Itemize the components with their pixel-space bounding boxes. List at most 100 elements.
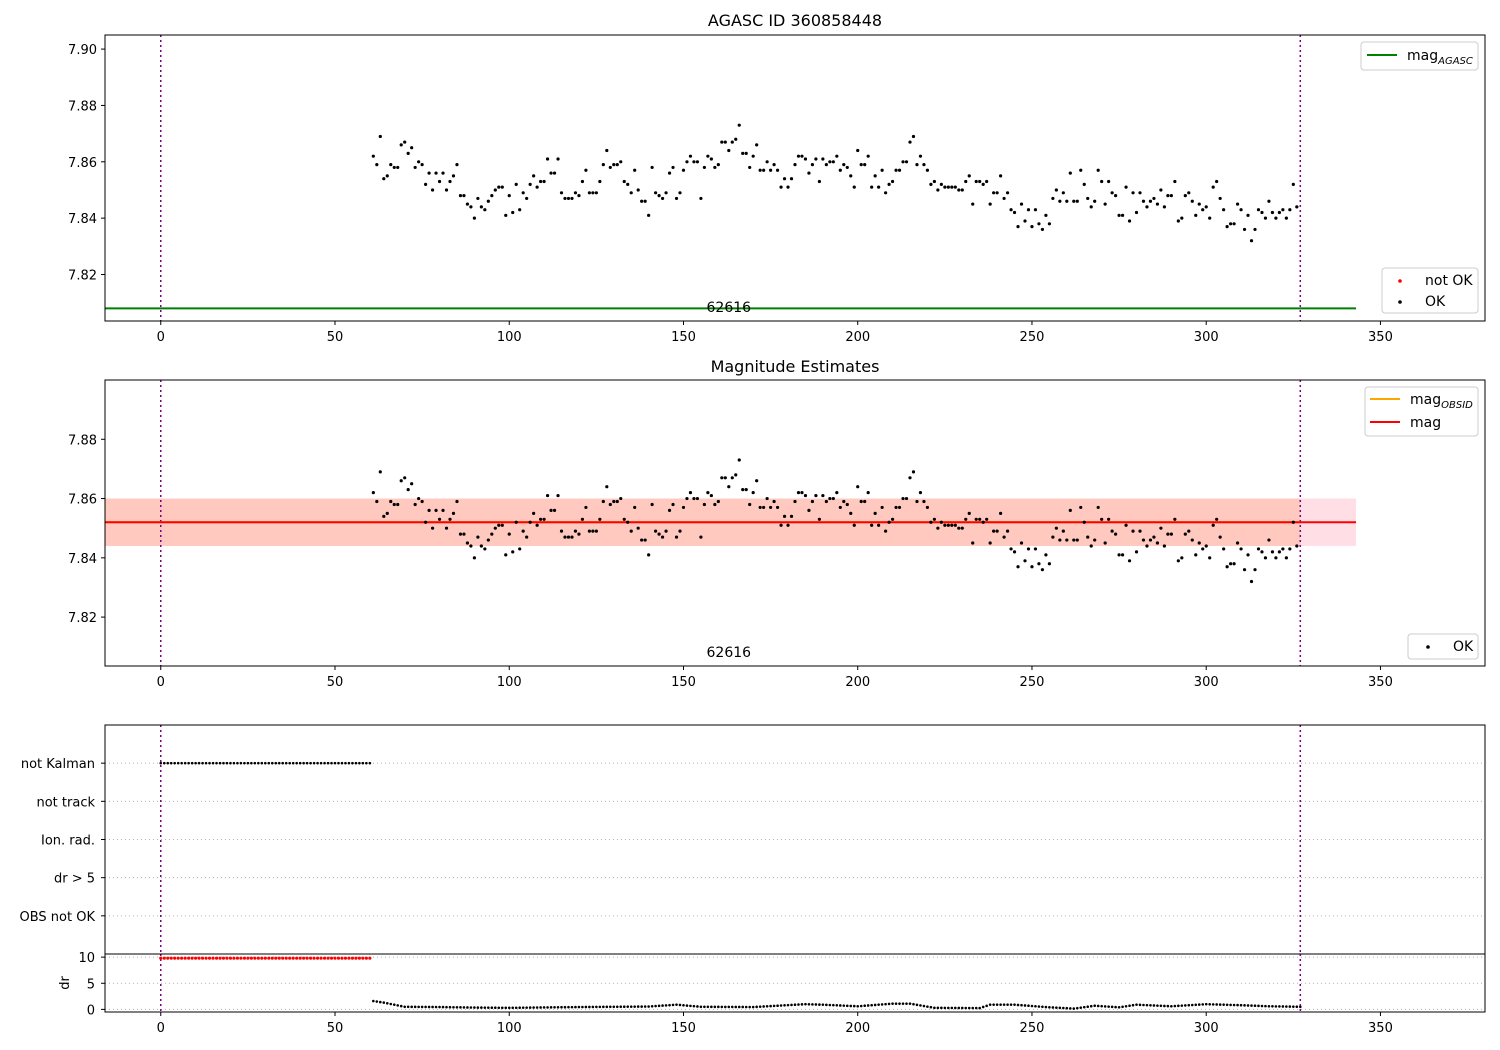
ok-point xyxy=(514,182,518,186)
ok-point xyxy=(751,491,755,495)
dr-point xyxy=(936,1006,940,1010)
dr-point xyxy=(859,1004,863,1008)
ok-point xyxy=(1222,208,1226,212)
dr-point xyxy=(1062,1006,1065,1010)
dr-clipped-point xyxy=(197,956,201,960)
ok-point xyxy=(699,196,703,201)
x-tick-label: 350 xyxy=(1368,1021,1393,1036)
dr-point xyxy=(1208,1002,1211,1006)
ok-point xyxy=(943,185,947,189)
ok-point xyxy=(755,479,759,483)
ok-point xyxy=(647,553,651,557)
dr-clipped-point xyxy=(312,956,316,960)
ok-point xyxy=(430,188,435,192)
panel2-legend-top: magOBSID mag xyxy=(1364,386,1479,437)
ok-point xyxy=(765,496,769,501)
ok-point xyxy=(385,174,389,178)
ok-point xyxy=(744,488,748,492)
ok-point xyxy=(692,160,696,164)
panel1-legend-bottom: not OK OK xyxy=(1381,267,1479,314)
x-tick-label: 250 xyxy=(1020,1021,1045,1036)
ok-point xyxy=(570,196,574,201)
ok-point xyxy=(504,213,508,217)
dr-point xyxy=(1145,1003,1149,1007)
flag-category-label: dr > 5 xyxy=(54,872,95,887)
ok-point xyxy=(1079,168,1083,172)
ok-point xyxy=(417,496,421,501)
dr-point xyxy=(922,1004,926,1008)
ok-point xyxy=(932,179,936,184)
flag-point xyxy=(190,761,194,765)
ok-point xyxy=(434,508,438,513)
dr-clipped-point xyxy=(180,956,184,960)
dr-clipped-point xyxy=(368,956,372,960)
dr-point xyxy=(539,1006,542,1009)
dr-point xyxy=(424,1005,427,1009)
ok-point xyxy=(995,529,999,533)
ok-point xyxy=(486,538,490,542)
ok-point xyxy=(1093,199,1097,203)
ok-point xyxy=(922,499,926,504)
dr-clipped-point xyxy=(207,956,212,960)
flag-point xyxy=(340,761,344,765)
dr-point xyxy=(988,1003,992,1006)
ok-point xyxy=(654,529,658,533)
dr-point xyxy=(500,1006,504,1010)
ok-point xyxy=(1239,547,1243,551)
dr-clipped-point xyxy=(235,956,240,960)
ok-point xyxy=(371,491,375,495)
ok-point xyxy=(890,179,895,184)
dr-clipped-point xyxy=(350,956,355,960)
ok-point xyxy=(1284,216,1288,220)
ok-point xyxy=(605,485,609,489)
dr-point xyxy=(699,1005,703,1009)
dr-point xyxy=(1204,1002,1208,1006)
ok-point xyxy=(992,191,996,195)
ok-point xyxy=(863,499,867,504)
dr-point xyxy=(1170,1004,1173,1008)
ok-point xyxy=(511,550,515,554)
dr-point xyxy=(1086,1005,1090,1008)
dr-point xyxy=(1159,1004,1163,1008)
dr-point xyxy=(1058,1006,1062,1010)
ok-point xyxy=(796,154,801,158)
ok-point xyxy=(1267,199,1271,203)
flag-point xyxy=(236,761,239,765)
ok-point xyxy=(901,496,905,501)
dr-point xyxy=(720,1005,724,1009)
dr-clipped-point xyxy=(270,956,274,960)
ok-point xyxy=(978,517,982,521)
ok-point xyxy=(727,485,731,489)
dr-point xyxy=(999,1003,1002,1006)
panel2-frame xyxy=(104,379,1486,667)
dr-clipped-point xyxy=(288,956,292,960)
dr-clipped-point xyxy=(159,956,163,960)
dr-point xyxy=(898,1002,901,1005)
dr-point xyxy=(615,1005,619,1009)
x-tick-label: 300 xyxy=(1194,675,1219,690)
dr-point xyxy=(954,1006,957,1010)
dr-point xyxy=(1187,1003,1191,1007)
ok-point xyxy=(455,499,459,504)
ok-point xyxy=(619,496,623,501)
ok-point xyxy=(1180,556,1184,560)
dr-point xyxy=(887,1002,891,1006)
ok-point xyxy=(1284,556,1288,560)
dr-point xyxy=(776,1004,779,1007)
ok-point xyxy=(1044,553,1048,557)
ok-point xyxy=(1173,179,1177,184)
ok-point xyxy=(1058,538,1062,542)
ok-point xyxy=(1114,194,1118,198)
x-tick-label: 300 xyxy=(1194,330,1219,345)
ok-point xyxy=(1162,544,1166,548)
flag-point xyxy=(204,761,208,765)
ok-point xyxy=(605,148,609,153)
ok-point xyxy=(1249,239,1254,243)
ok-point xyxy=(824,499,828,504)
dr-point xyxy=(389,1002,393,1006)
ok-point xyxy=(967,174,971,178)
dr-point xyxy=(974,1006,978,1010)
legend-not-ok-marker xyxy=(1398,279,1402,283)
ok-point xyxy=(493,188,497,192)
